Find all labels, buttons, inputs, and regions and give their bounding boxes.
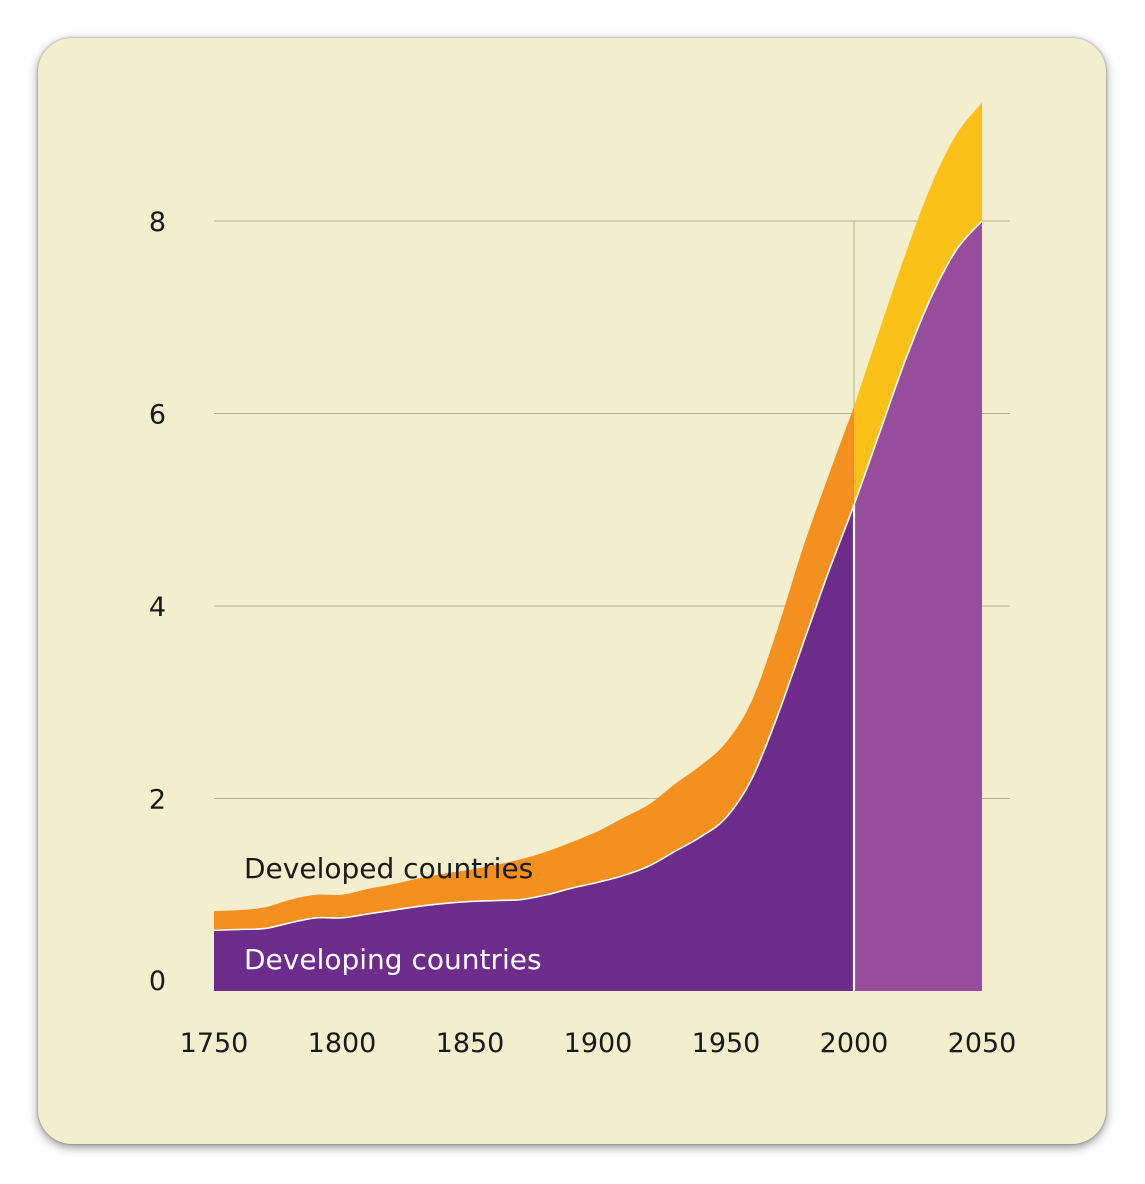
x-tick-label-2000: 2000: [820, 1028, 889, 1059]
x-tick-label-1750: 1750: [180, 1028, 249, 1059]
area-developing-historical: [214, 504, 854, 991]
y-tick-label-8: 8: [149, 207, 166, 238]
area-series: [213, 102, 983, 991]
y-tick-label-6: 6: [149, 400, 166, 431]
developing-countries-label: Developing countries: [244, 943, 542, 976]
y-tick-label-0: 0: [149, 966, 166, 997]
developed-countries-label: Developed countries: [244, 852, 533, 885]
x-tick-label-1950: 1950: [692, 1028, 761, 1059]
y-tick-label-4: 4: [149, 592, 166, 623]
area-developed-historical: [214, 406, 854, 931]
y-tick-label-2: 2: [149, 785, 166, 816]
x-tick-label-1900: 1900: [564, 1028, 633, 1059]
series-boundary-line: [213, 220, 983, 932]
area-developed-projection: [854, 102, 982, 505]
x-tick-label-1850: 1850: [436, 1028, 505, 1059]
axis-tick-labels: 0 2 4 6 8 1750 1800 1850 1900 1950 2000 2050: [149, 207, 1017, 1059]
series-labels: Developed countries Developing countries: [244, 852, 542, 976]
x-tick-label-1800: 1800: [308, 1028, 377, 1059]
area-developing-projection: [854, 221, 982, 991]
x-tick-label-2050: 2050: [948, 1028, 1017, 1059]
